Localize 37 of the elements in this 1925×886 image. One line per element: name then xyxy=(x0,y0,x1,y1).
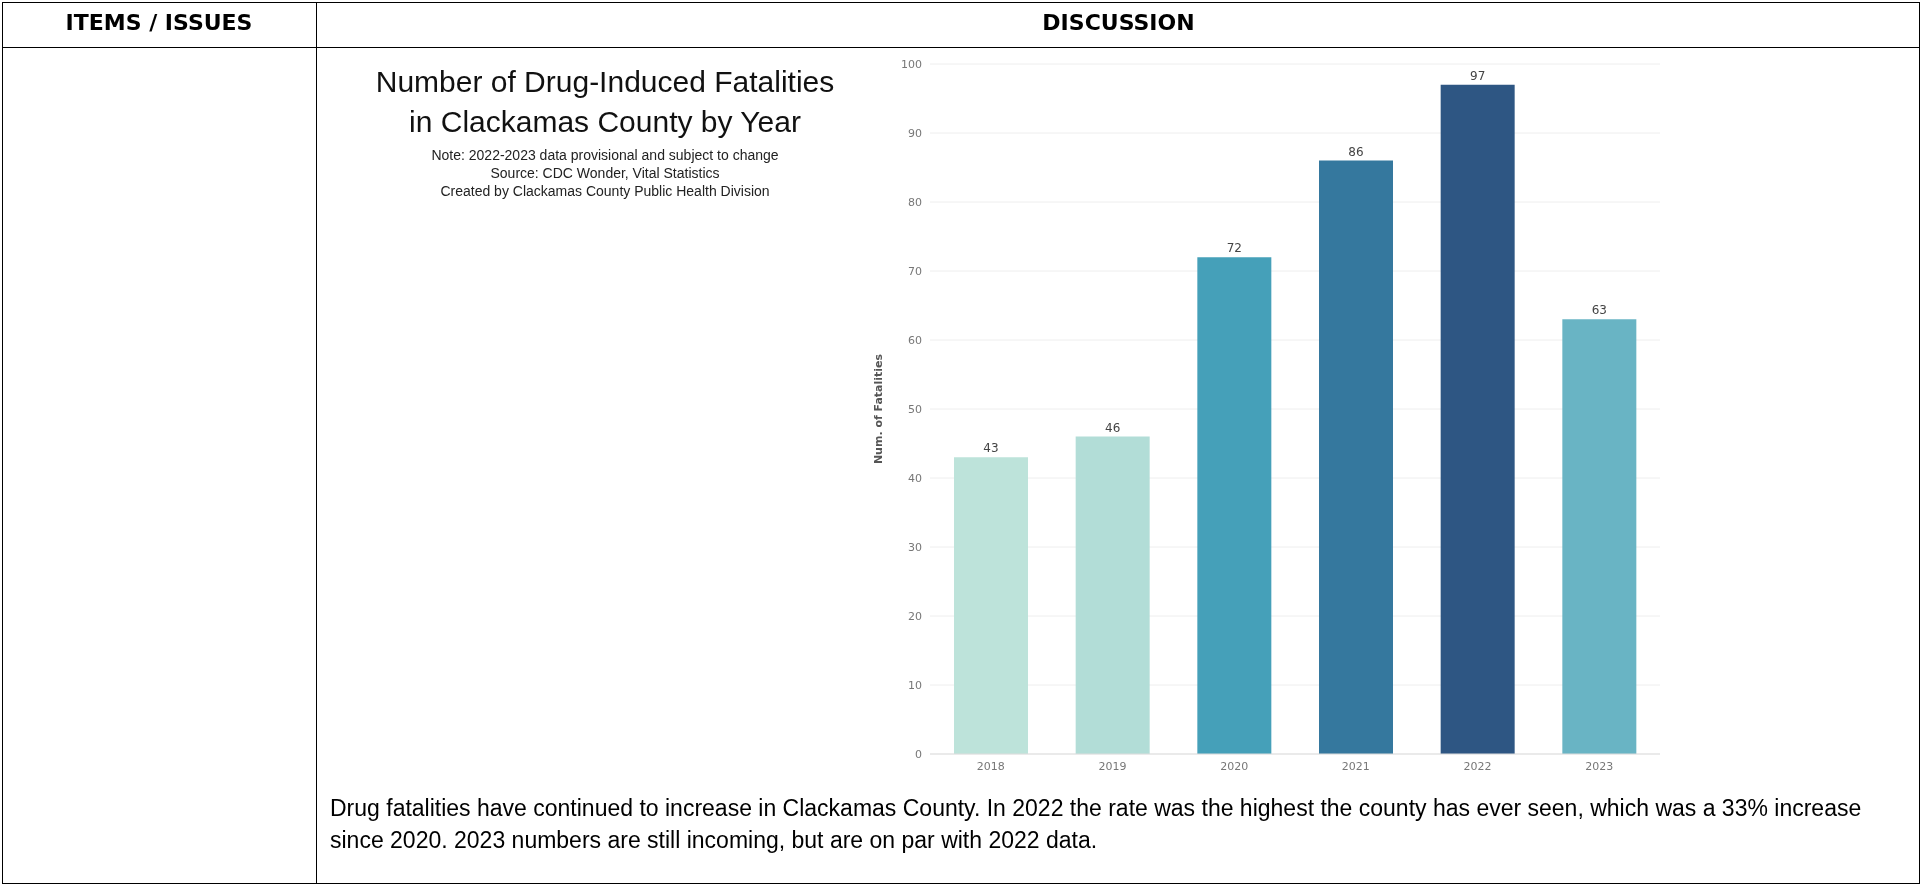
data-label: 72 xyxy=(1226,241,1242,256)
bar xyxy=(1197,257,1272,754)
bar xyxy=(1075,436,1150,754)
y-tick-label: 0 xyxy=(915,747,922,761)
x-tick-label: 2023 xyxy=(1585,759,1614,773)
text: DISCUSSION xyxy=(1041,10,1196,35)
y-tick-label: 40 xyxy=(908,471,922,485)
x-tick-label: 2022 xyxy=(1463,759,1492,773)
x-tick-label: 2019 xyxy=(1098,759,1127,773)
text: Note: 2022-2023 data provisional and subject to change xyxy=(430,146,780,164)
text: Created by Clackamas County Public Health Division xyxy=(439,182,771,200)
text: Number of Drug-Induced Fatalities in Clackamas County by Year xyxy=(374,64,836,140)
x-tick-label: 2018 xyxy=(976,759,1005,773)
y-tick-label: 50 xyxy=(908,402,922,416)
bar xyxy=(954,457,1028,754)
x-tick-label: 2021 xyxy=(1341,759,1370,773)
data-label: 97 xyxy=(1470,68,1486,83)
y-tick-label: 90 xyxy=(908,126,922,140)
bar xyxy=(1440,84,1515,754)
y-tick-label: 20 xyxy=(908,609,922,623)
y-tick-label: 80 xyxy=(908,195,922,209)
y-tick-label: 10 xyxy=(908,678,922,692)
bar xyxy=(1562,319,1637,754)
y-tick-label: 100 xyxy=(901,57,922,71)
y-tick-label: 60 xyxy=(908,333,922,347)
bar xyxy=(1319,160,1393,754)
data-label: 43 xyxy=(983,441,999,456)
y-tick-label: 30 xyxy=(908,540,922,554)
text: ITEMS / ISSUES xyxy=(64,10,254,35)
data-label: 86 xyxy=(1348,144,1364,159)
x-tick-label: 2020 xyxy=(1220,759,1249,773)
data-label: 46 xyxy=(1105,420,1121,435)
text: Drug fatalities have continued to increase in Clackamas County. In 2022 the rate was the highest the county has ever seen, which was a 33% increase since 2020. 2023 numbers are still incoming, but are on par with 2022 data. xyxy=(330,794,1863,855)
y-tick-label: 70 xyxy=(908,264,922,278)
source-note: Source: CDC Wonder, Vital Statistics xyxy=(489,164,721,182)
y-axis-title: Num. of Fatalities xyxy=(871,353,885,465)
data-label: 63 xyxy=(1591,303,1607,318)
